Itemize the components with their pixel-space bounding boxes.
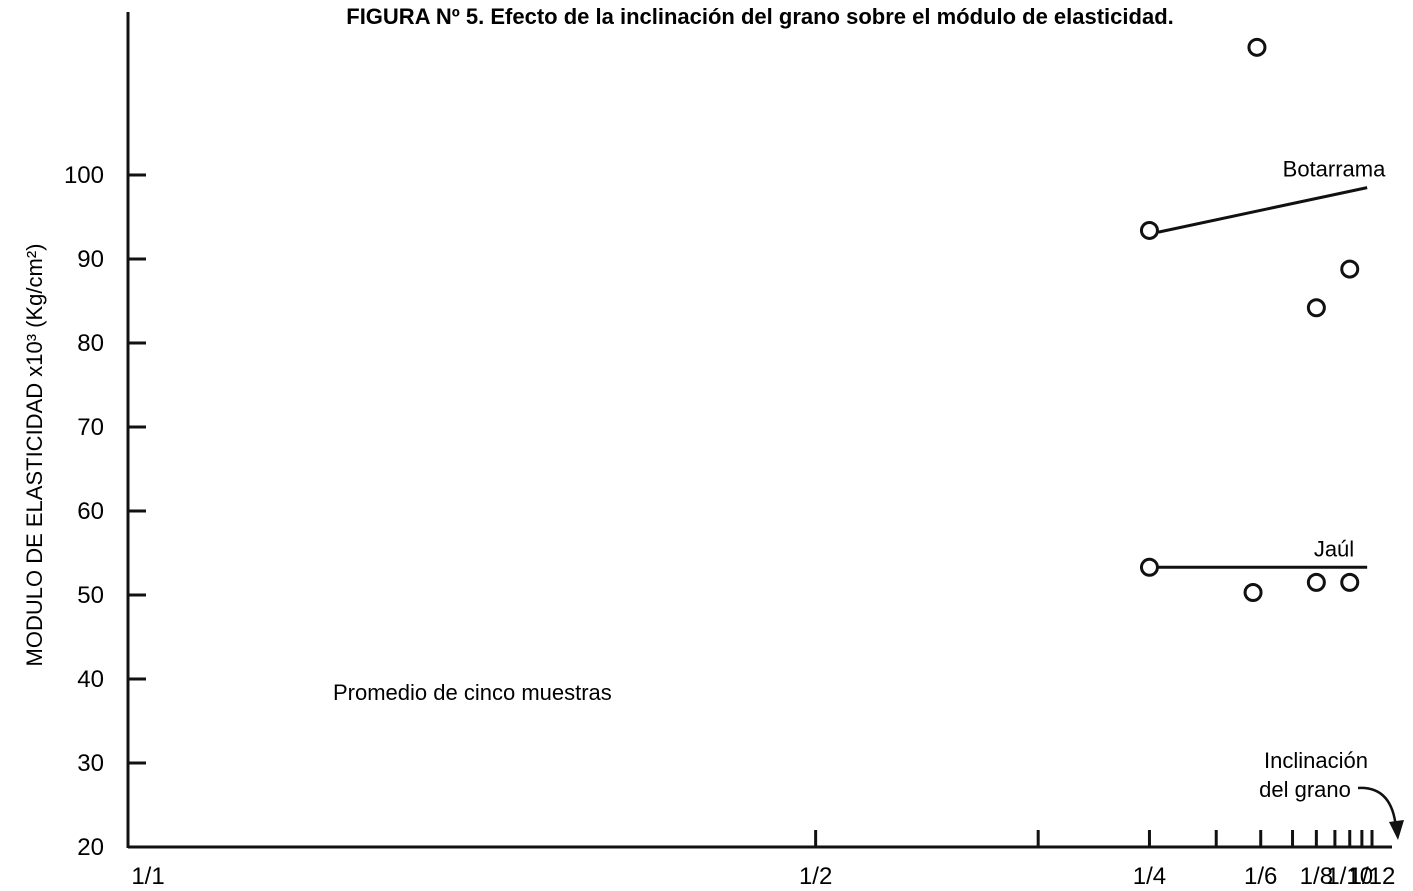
y-tick-label: 70 <box>77 414 104 441</box>
y-tick-label: 50 <box>77 582 104 609</box>
data-point <box>1306 298 1326 318</box>
x-tick-label: 1/6 <box>1244 863 1277 890</box>
annotation-text: Promedio de cinco muestras <box>333 680 612 705</box>
y-tick-label: 100 <box>64 162 104 189</box>
data-point <box>1247 37 1267 57</box>
y-tick-label: 90 <box>77 246 104 273</box>
x-ticks: 1/1 1/2 1/4 1/6 1/81/101/12 <box>131 830 1395 890</box>
data-point <box>1243 582 1263 602</box>
y-axis-label: MODULO DE ELASTICIDAD x10³ (Kg/cm²) <box>22 244 47 667</box>
y-tick-label: 60 <box>77 498 104 525</box>
chart-title: FIGURA Nº 5. Efecto de la inclinación de… <box>346 4 1174 29</box>
trend-line-botarrama <box>1158 186 1368 234</box>
x-tick-label: 1/1 <box>131 863 164 890</box>
data-point <box>1340 572 1360 592</box>
data-point <box>1139 557 1159 577</box>
series-label: Jaúl <box>1314 536 1354 561</box>
y-tick-label: 30 <box>77 750 104 777</box>
y-ticks: 20 30 40 50 60 70 80 90 100 <box>64 162 146 861</box>
x-axis-label-arrow-head <box>1389 820 1404 840</box>
x-axis-label-arrow <box>1357 786 1398 829</box>
y-tick-label: 40 <box>77 666 104 693</box>
x-tick-label: 1/10 <box>1326 863 1373 890</box>
x-tick-label: 1/4 <box>1133 863 1166 890</box>
data-point <box>1340 259 1360 279</box>
data-point <box>1139 220 1159 240</box>
y-tick-label: 80 <box>77 330 104 357</box>
x-axis-label-line-1: Inclinación <box>1264 748 1368 773</box>
x-tick-label: 1/8 <box>1300 863 1333 890</box>
data-point <box>1306 572 1326 592</box>
x-axis-label-line-2: del grano <box>1259 777 1351 802</box>
series-label: Botarrama <box>1283 157 1386 182</box>
y-tick-label: 20 <box>77 834 104 861</box>
x-tick-label: 1/2 <box>799 863 832 890</box>
series-layer: Botarrama Jaúl <box>1139 37 1386 602</box>
x-tick-label: 1/12 <box>1349 863 1396 890</box>
